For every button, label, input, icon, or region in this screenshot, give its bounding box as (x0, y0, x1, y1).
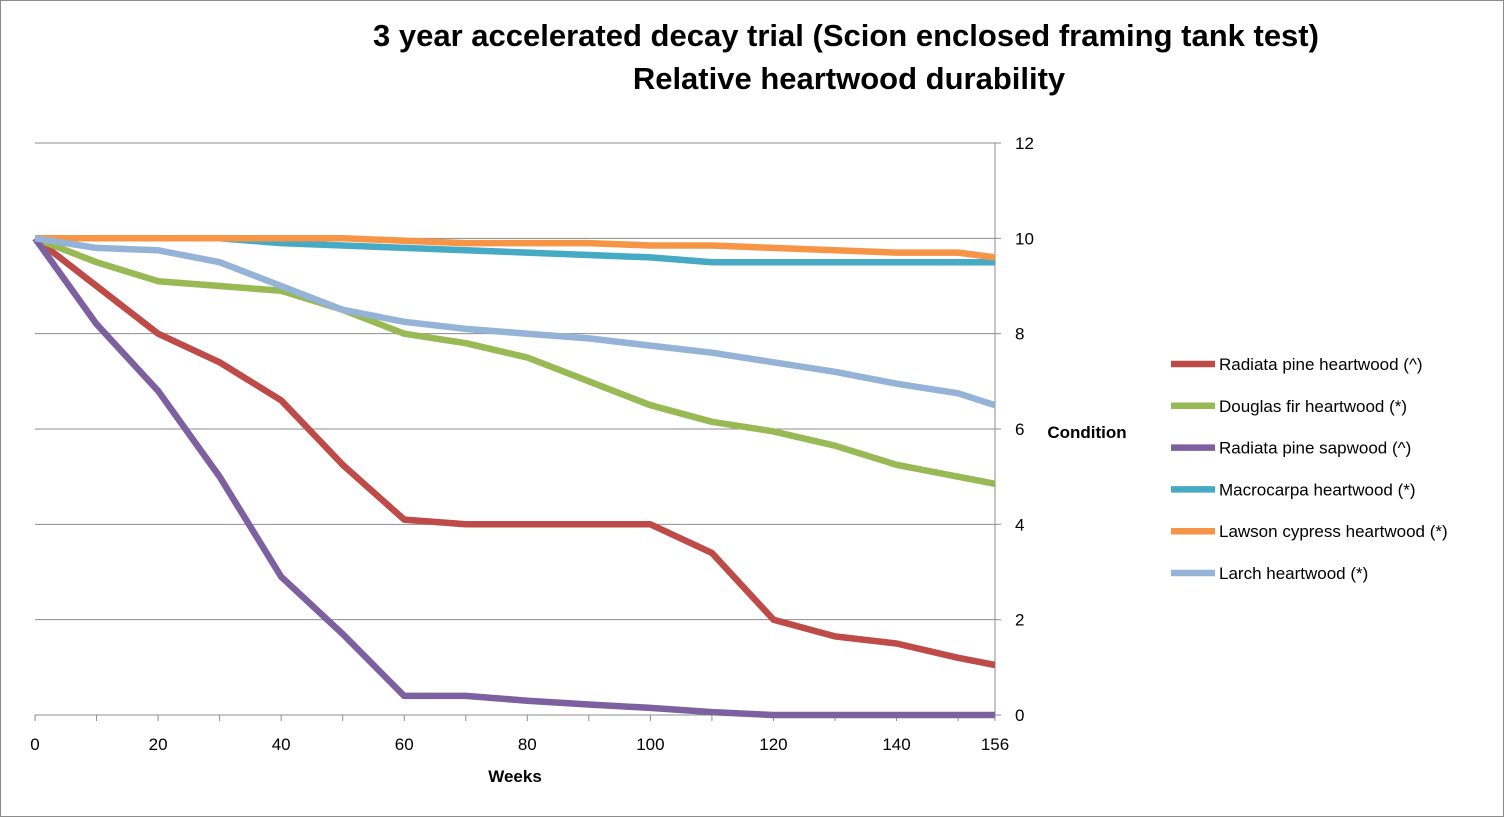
chart-title-line-2: Relative heartwood durability (633, 61, 1066, 96)
gridlines (35, 142, 995, 621)
series-line-2 (33, 235, 996, 487)
x-tick-label: 60 (395, 735, 414, 754)
x-tick-label: 80 (518, 735, 537, 754)
chart-title-line-1: 3 year accelerated decay trial (Scion en… (373, 18, 1319, 53)
y-tick-label: 6 (1015, 420, 1024, 439)
x-axis-title: Weeks (488, 767, 542, 786)
y-tick-label: 4 (1015, 515, 1024, 534)
y-tick-label: 10 (1015, 229, 1034, 248)
series-line-3 (32, 236, 995, 719)
legend-label: Radiata pine heartwood (^) (1219, 355, 1423, 374)
legend: Radiata pine heartwood (^) Douglas fir he… (1171, 355, 1448, 583)
x-tick-label: 120 (759, 735, 787, 754)
series-line-6 (34, 235, 996, 409)
x-tick-label: 20 (149, 735, 168, 754)
legend-label: Macrocarpa heartwood (*) (1219, 480, 1416, 499)
legend-label: Radiata pine sapwood (^) (1219, 439, 1411, 458)
x-tick-label: 156 (981, 735, 1009, 754)
y-tick-label: 8 (1015, 325, 1024, 344)
legend-label: Lawson cypress heartwood (*) (1219, 522, 1448, 541)
y-tick-label: 12 (1015, 134, 1034, 153)
series-line-1 (33, 235, 996, 669)
x-tick-label: 0 (30, 735, 39, 754)
y-axis-title: Condition (1047, 423, 1126, 442)
y-tick-label: 2 (1015, 611, 1024, 630)
legend-label: Douglas fir heartwood (*) (1219, 397, 1407, 416)
legend-label: Larch heartwood (*) (1219, 564, 1368, 583)
x-tick-label: 140 (882, 735, 910, 754)
series-lines (32, 235, 996, 719)
x-tick-label: 100 (636, 735, 664, 754)
series-line-5 (35, 235, 996, 261)
y-tick-label: 0 (1015, 706, 1024, 725)
x-tick-label: 40 (272, 735, 291, 754)
